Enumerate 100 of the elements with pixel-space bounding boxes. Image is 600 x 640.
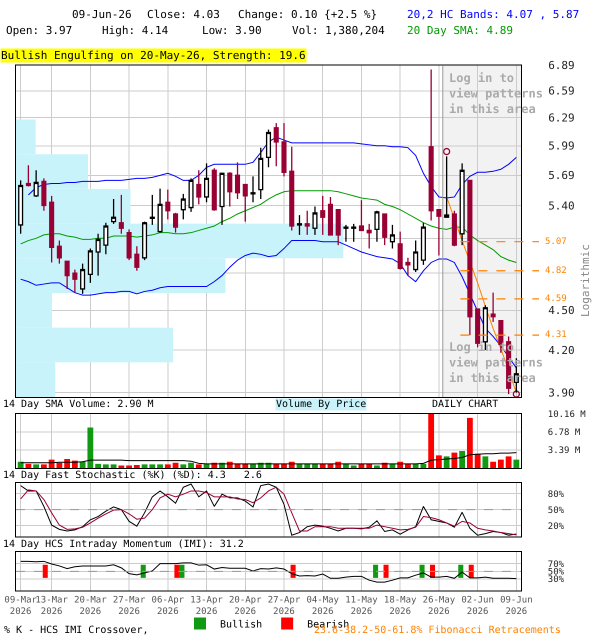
y-tick-label: 5.40	[548, 199, 575, 212]
candlestick	[336, 209, 341, 246]
candlestick	[343, 224, 348, 242]
candlestick	[111, 198, 116, 224]
y-tick-label: 5.99	[548, 140, 575, 153]
candlestick	[366, 223, 372, 250]
x-tick-label: 09-Mar 2026	[4, 595, 38, 618]
candlestick	[289, 146, 294, 232]
candlestick	[158, 188, 163, 234]
chart-title: 14 Day HCS Intraday Momentum (IMI): 31.2	[3, 539, 244, 550]
candlestick	[96, 233, 101, 276]
candlestick	[219, 172, 225, 226]
candlestick	[444, 156, 450, 218]
text: Volume By Price	[276, 399, 366, 410]
line-series	[20, 452, 517, 464]
candlestick	[188, 178, 194, 212]
candlestick	[281, 122, 287, 177]
candlestick	[165, 189, 170, 220]
ref-line-label: 4.31	[545, 330, 567, 340]
candlestick	[250, 176, 256, 203]
candlestick	[490, 292, 496, 323]
bar	[428, 414, 434, 468]
candlestick	[358, 199, 364, 232]
text: DAILY CHART	[432, 399, 498, 410]
text: % K - HCS IMI Crossover,	[4, 625, 148, 636]
candlestick	[467, 180, 472, 336]
bar	[157, 464, 163, 468]
candlestick	[212, 168, 217, 212]
legend-label: Bullish	[220, 619, 262, 630]
y-tick-label: 6.59	[548, 84, 575, 98]
candlestick	[18, 180, 24, 234]
y-tick-label: 30%	[548, 575, 565, 586]
bar	[33, 464, 40, 468]
bar	[374, 465, 380, 468]
candlestick	[26, 164, 31, 188]
y-tick-label: 6.29	[548, 112, 575, 125]
candlestick	[49, 195, 54, 264]
text: Low: 3.90	[202, 24, 262, 37]
x-tick-label: 20-Apr 2026	[229, 595, 262, 618]
candlestick	[173, 212, 178, 234]
y-tick-label: 20%	[548, 522, 565, 532]
x-tick-label: 27-Apr 2026	[268, 595, 301, 618]
candlestick	[475, 308, 480, 348]
x-tick-label: 02-Jun 2026	[461, 595, 494, 618]
y-tick-label: 3.90	[548, 386, 575, 400]
candlestick	[390, 224, 395, 250]
x-tick-label: 09-Jun 2026	[500, 595, 533, 618]
candlestick	[234, 162, 240, 200]
candlestick	[436, 209, 442, 256]
candlestick	[304, 210, 310, 236]
candlestick	[118, 194, 124, 234]
x-tick-label: 04-May 2026	[306, 595, 340, 618]
x-tick-label: 11-May 2026	[345, 595, 378, 618]
bar	[420, 464, 426, 468]
bar	[490, 462, 496, 468]
candlestick	[80, 263, 86, 295]
y-tick-label: 5.69	[548, 169, 575, 182]
y-tick-label: 10.16 M	[548, 410, 586, 420]
line-series	[28, 136, 517, 199]
candlestick	[72, 268, 78, 294]
text: Change: 0.10 {+2.5 %}	[238, 8, 378, 21]
y-tick-label: 80%	[548, 490, 565, 500]
text: Open: 3.97	[6, 24, 72, 37]
candlestick	[274, 122, 279, 167]
chart-title: 14 Day SMA Volume: 2.90 M	[3, 399, 154, 410]
candlestick	[88, 248, 93, 284]
candlestick	[296, 214, 302, 236]
candlestick	[420, 222, 426, 266]
candlestick	[242, 184, 248, 222]
chart-title: 14 Day Fast Stochastic (%K) (%D): 4.3 2.6	[3, 470, 262, 481]
ref-line-label: 4.59	[545, 294, 567, 304]
bar	[451, 452, 458, 468]
candlestick	[56, 240, 62, 264]
text: High: 4.14	[102, 24, 169, 37]
text: 20,2 HC Bands: 4.07 , 5.87	[407, 8, 580, 21]
chart-title: Bullish Engulfing on 20-May-26, Strength: 19.6	[1, 49, 306, 62]
text: 09-Jun-26	[72, 8, 132, 21]
y-tick-label: 6.89	[548, 59, 575, 72]
candlestick	[150, 194, 155, 226]
bar	[459, 451, 466, 468]
ref-line-label: 4.82	[545, 266, 567, 276]
text: Close: 4.03	[147, 8, 220, 21]
candlestick	[196, 170, 202, 205]
x-tick-label: 13-Apr 2026	[190, 595, 224, 618]
candlestick	[452, 210, 457, 247]
candlestick	[312, 206, 318, 236]
bar	[142, 464, 148, 468]
candlestick	[398, 230, 403, 270]
candlestick	[351, 223, 356, 242]
candlestick	[382, 213, 388, 246]
bar	[25, 464, 32, 468]
x-tick-label: 06-Apr 2026	[152, 595, 185, 618]
x-tick-label: 18-May 2026	[384, 595, 418, 618]
candlestick	[460, 162, 465, 246]
candlestick	[320, 195, 326, 236]
x-tick-label: 27-Mar 2026	[112, 595, 146, 618]
bar	[126, 465, 132, 468]
candlestick	[180, 193, 186, 220]
candlestick	[142, 220, 148, 261]
candlestick	[134, 246, 140, 272]
